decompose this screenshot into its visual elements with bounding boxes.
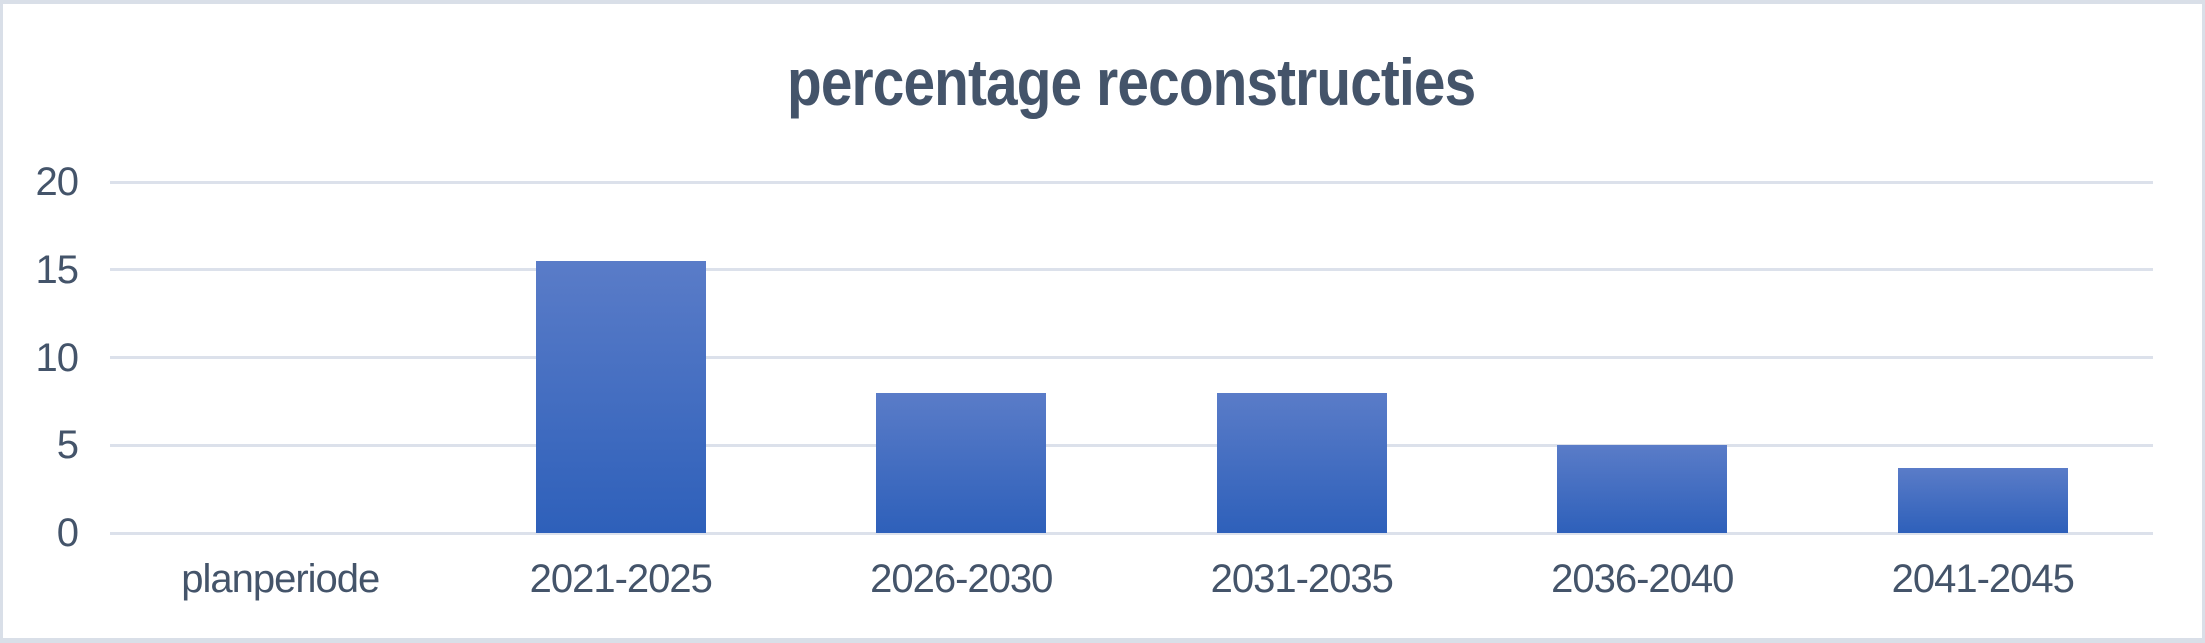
x-axis-category-label: planperiode: [181, 557, 380, 601]
chart-title: percentage reconstructies: [110, 42, 2153, 122]
x-axis-category-label: 2036-2040: [1551, 557, 1734, 601]
bar-2041-2045: [1897, 468, 2068, 533]
y-axis-tick-label: 20: [35, 160, 80, 204]
bar-2036-2040: [1557, 445, 1728, 533]
x-axis-category-label: 2031-2035: [1210, 557, 1394, 601]
bar-2021-2025: [535, 260, 706, 533]
x-axis-category-label: 2041-2045: [1891, 557, 2075, 601]
gridline-y-20: [110, 180, 2153, 184]
gridline-y-0: [110, 531, 2153, 535]
x-axis-category-label: 2021-2025: [529, 557, 713, 601]
y-axis-tick-label: 10: [35, 335, 80, 380]
bar-2026-2030: [876, 392, 1047, 533]
y-axis-tick-label: 0: [56, 511, 79, 555]
bar-2031-2035: [1216, 392, 1387, 533]
gridline-y-15: [110, 268, 2153, 272]
gridline-y-10: [110, 356, 2153, 359]
gridline-y-5: [110, 443, 2153, 447]
y-axis-tick-label: 15: [35, 247, 80, 292]
x-axis-category-label: 2026-2030: [870, 557, 1053, 601]
chart-title-text: percentage reconstructies: [787, 45, 1476, 119]
y-axis-tick-label: 5: [56, 423, 79, 468]
